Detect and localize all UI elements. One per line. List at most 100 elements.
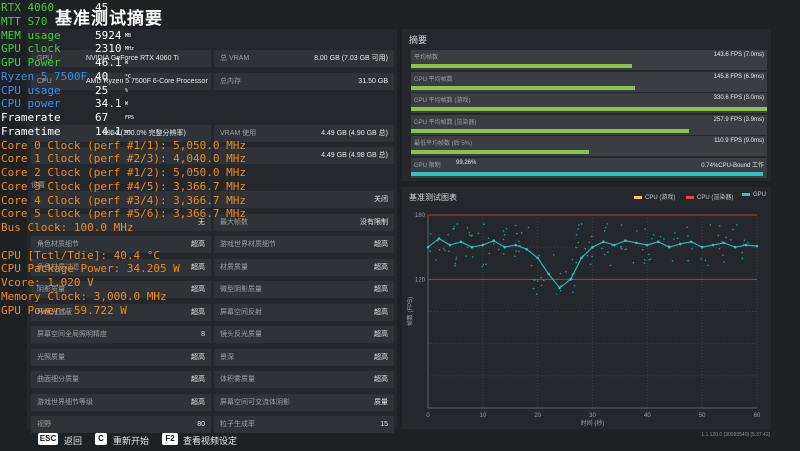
gpu-sample-dot: [575, 261, 577, 264]
gpu-sample-dot: [704, 259, 707, 262]
setting-row: 角色材质过滤 超高: [31, 258, 211, 276]
gpu-sample-dot: [732, 228, 734, 231]
gpu-sample-dot: [455, 256, 458, 259]
setting-label: 镜头反光质量: [220, 331, 262, 338]
gpu-sample-dot: [609, 264, 612, 267]
gpu-sample-dot: [687, 235, 689, 237]
gpu-sample-dot: [438, 248, 441, 251]
gpu-sample-dot: [668, 244, 670, 247]
x-tick-label: 60: [754, 413, 761, 419]
gpu-sample-dot: [572, 291, 574, 293]
gpu-sample-dot: [648, 253, 650, 256]
gpu-sample-dot: [483, 223, 485, 225]
overlay-value: 34.1: [95, 97, 122, 111]
gpu-sample-dot: [466, 227, 469, 229]
gpu-sample-dot: [442, 247, 445, 250]
legend-swatch: [686, 195, 694, 199]
setting-label: 阴影质量: [37, 286, 65, 293]
gpu-sample-dot: [465, 255, 467, 257]
setting-label: 体积雾质量: [220, 376, 255, 383]
gpu-sample-dot: [611, 244, 614, 247]
gpu-sample-dot: [447, 233, 449, 236]
gpu-sample-dot: [448, 250, 450, 253]
gpu-sample-dot: [607, 251, 609, 254]
overlay-line: Ryzen 5 7500F: [1, 69, 88, 83]
summary-bar-fill: [411, 85, 636, 90]
gpu-point: [657, 240, 660, 244]
gpu-sample-dot: [603, 230, 606, 232]
summary-bar-value: 99.26%: [456, 159, 477, 166]
gpu-point: [733, 245, 737, 249]
summary-panel: 摘要 平均帧数 143.6 FPS (7.0ms) GPU 平均帧数 145.8 FP…: [402, 29, 771, 181]
view-video-settings-button[interactable]: 查看视频设定: [183, 436, 238, 446]
gpu-sample-dot: [560, 285, 563, 287]
gpu-sample-dot: [488, 252, 491, 255]
restart-button[interactable]: 重新开始: [113, 436, 150, 446]
summary-bar: GPU 平均帧数 (渲染器) 257.9 FPS (3.9ms): [411, 114, 767, 135]
setting-row: 游戏世界材质细节 超高: [214, 236, 394, 253]
gpu-sample-dot: [514, 224, 517, 227]
gpu-sample-dot: [487, 237, 490, 240]
gpu-sample-dot: [485, 263, 487, 266]
gpu-point: [569, 278, 572, 281]
gpu-sample-dot: [604, 226, 607, 229]
overlay-line: Core 3 Clock (perf #4/5): 3,366.7 MHz: [1, 179, 247, 193]
gpu-sample-dot: [429, 233, 432, 235]
gpu-sample-dot: [707, 264, 709, 267]
gpu-sample-dot: [652, 234, 655, 236]
y-axis-label: 帧数 (FPS): [406, 297, 414, 326]
setting-value: 超高: [191, 286, 205, 293]
gpu-sample-dot: [559, 272, 562, 275]
setting-row: 角色材质细节 超高: [31, 236, 211, 253]
settings-section-label: 设置: [31, 182, 45, 189]
x-tick-label: 20: [534, 413, 541, 419]
gpu-sample-dot: [519, 244, 521, 247]
gpu-point: [635, 241, 638, 245]
overlay-line: Core 2 Clock (perf #1/2): 5,050.0 MHz: [1, 166, 247, 179]
overlay-line: RTX 4060: [1, 1, 54, 14]
gpu-sample-dot: [741, 257, 744, 260]
blank-row: [31, 147, 211, 164]
f2-key[interactable]: F2: [162, 433, 178, 445]
setting-value: 没有限制: [360, 218, 388, 226]
overlay-unit: °C: [125, 73, 132, 80]
gpu-sample-dot: [606, 223, 609, 225]
gpu-sample-dot: [671, 260, 674, 262]
overlay-value: 67: [95, 111, 109, 124]
gpu-sample-dot: [691, 247, 693, 250]
summary-bar-label: 最低平均帧数 (后 5%): [414, 141, 473, 147]
esc-key[interactable]: ESC: [38, 433, 58, 445]
gpu-point: [624, 239, 627, 243]
back-button[interactable]: 返回: [64, 436, 83, 446]
overlay-line: Core 0 Clock (perf #1/1): 5,050.0 MHz: [1, 138, 247, 152]
summary-bar-fill: [411, 150, 589, 154]
overlay-line: MEM usage: [1, 28, 61, 42]
mem-value: 31.50 GB: [358, 78, 388, 85]
gpu-sample-dot: [577, 241, 579, 244]
gpu-row: GPU NVIDIA GeForce RTX 4060 Ti: [31, 50, 211, 67]
gpu-sample-dot: [592, 246, 595, 249]
gpu-sample-dot: [588, 241, 591, 244]
legend-label: CPU (游戏): [645, 195, 676, 201]
legend-swatch: [742, 192, 750, 196]
x-tick-label: 0: [426, 413, 430, 419]
gpu-sample-dot: [619, 246, 622, 249]
setting-label: 游戏世界材质细节: [220, 241, 276, 248]
gpu-sample-dot: [600, 247, 603, 250]
setting-row: 无: [31, 213, 211, 231]
c-key[interactable]: C: [95, 433, 107, 445]
gpu-sample-dot: [741, 251, 744, 254]
summary-header: 摘要: [409, 35, 428, 45]
gpu-sample-dot: [533, 279, 536, 281]
cpu-value: AMD Ryzen 5 7500F 6-Core Processor: [86, 78, 208, 85]
gpu-sample-dot: [620, 224, 623, 226]
gpu-sample-dot: [676, 237, 679, 240]
benchmark-chart: 0 10 20 30 40 50 60 180 120 时间 (秒) 帧数 (FPS): [406, 213, 761, 427]
gpu-point: [689, 240, 693, 244]
gpu-sample-dot: [722, 254, 724, 256]
setting-label: 景深: [220, 353, 234, 361]
gpu-sample-dot: [584, 247, 587, 250]
x-axis-label: 时间 (秒): [581, 419, 605, 427]
gpu-sample-dot: [518, 240, 520, 243]
gpu-point: [667, 245, 671, 249]
